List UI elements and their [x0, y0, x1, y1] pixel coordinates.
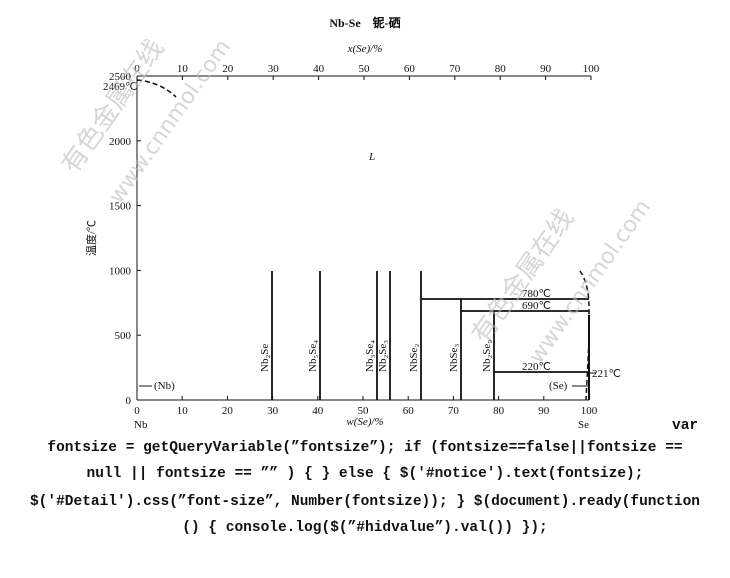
top-tick-label: 70	[449, 63, 461, 75]
phase-label: Nb₂Se₉	[481, 340, 493, 372]
phase-label: NbSe₂	[408, 344, 420, 372]
top-tick-label: 30	[268, 63, 280, 75]
bottom-tick-label: 90	[538, 405, 550, 417]
top-tick-label: 20	[222, 63, 234, 75]
phase-label: Nb₂Se₃	[377, 340, 389, 372]
phase-label: Nb₅Se₄	[307, 340, 319, 372]
phase-label: NbSe₃	[448, 344, 460, 372]
phase-label: Nb₂Se	[259, 344, 271, 372]
watermark: www.cnnmol.com	[104, 35, 236, 208]
left-tick-label: 1500	[109, 201, 132, 213]
annotations: 2469℃ L 780℃ 690℃ 220℃ 221℃ (Nb) (Se) Nb…	[103, 81, 621, 430]
annotation: 780℃	[522, 288, 551, 300]
bottom-tick-label: 70	[448, 405, 460, 417]
bottom-tick-label: 20	[222, 405, 234, 417]
frame	[136, 75, 596, 401]
bottom-tick-label: 0	[134, 405, 140, 417]
code-line: $('#Detail').css(”font-size”, Number(fon…	[29, 494, 700, 510]
annotation: (Nb)	[154, 380, 175, 392]
left-tick-label: 500	[115, 330, 132, 342]
bottom-tick-label: 50	[358, 405, 370, 417]
top-tick-label: 60	[404, 63, 416, 75]
code-line: () { console.log($(”#hidvalue”).val()) }…	[182, 520, 548, 536]
top-tick-label: 90	[540, 63, 552, 75]
phase-label: Nb₃Se₄	[364, 340, 376, 372]
bottom-tick-label: 80	[493, 405, 505, 417]
top-tick-label: 80	[495, 63, 507, 75]
annotation: (Se)	[549, 380, 568, 392]
annotation: 2469℃	[103, 81, 137, 93]
top-tick-label: 100	[583, 63, 600, 75]
bottom-tick-label: 10	[177, 405, 189, 417]
top-tick-label: 0	[134, 63, 140, 75]
left-tick-label: 1000	[109, 265, 132, 277]
code-line: null || fontsize == ”” ) { } else { $('#…	[86, 466, 644, 482]
bottom-axis-label: w(Se)/%	[346, 416, 383, 428]
bottom-tick-label: 40	[312, 405, 324, 417]
left-tick-label: 0	[126, 395, 132, 407]
code-line: var	[672, 418, 699, 434]
annotation: 220℃	[522, 361, 551, 373]
bottom-tick-label: 60	[403, 405, 415, 417]
annotation: 690℃	[522, 300, 551, 312]
axis-end: Se	[578, 419, 589, 430]
title: Nb-Se 铌-硒	[329, 15, 400, 30]
axis-end: Nb	[134, 419, 148, 430]
annotation: 221℃	[592, 368, 621, 380]
top-tick-label: 50	[359, 63, 371, 75]
bottom-tick-label: 30	[267, 405, 279, 417]
phase-diagram: Nb-Se 铌-硒 x(Se)/% w(Se)/% 温度/℃ 2469℃ L 7…	[56, 15, 656, 430]
code-line: fontsize = getQueryVariable(”fontsize”);…	[47, 440, 683, 456]
left-axis-label: 温度/℃	[84, 220, 98, 256]
annotation: L	[368, 151, 375, 163]
top-axis-label: x(Se)/%	[347, 43, 383, 55]
left-tick-label: 2500	[109, 71, 132, 83]
top-tick-label: 10	[177, 63, 189, 75]
bottom-tick-label: 100	[581, 405, 598, 417]
top-tick-label: 40	[313, 63, 325, 75]
left-tick-label: 2000	[109, 136, 132, 148]
